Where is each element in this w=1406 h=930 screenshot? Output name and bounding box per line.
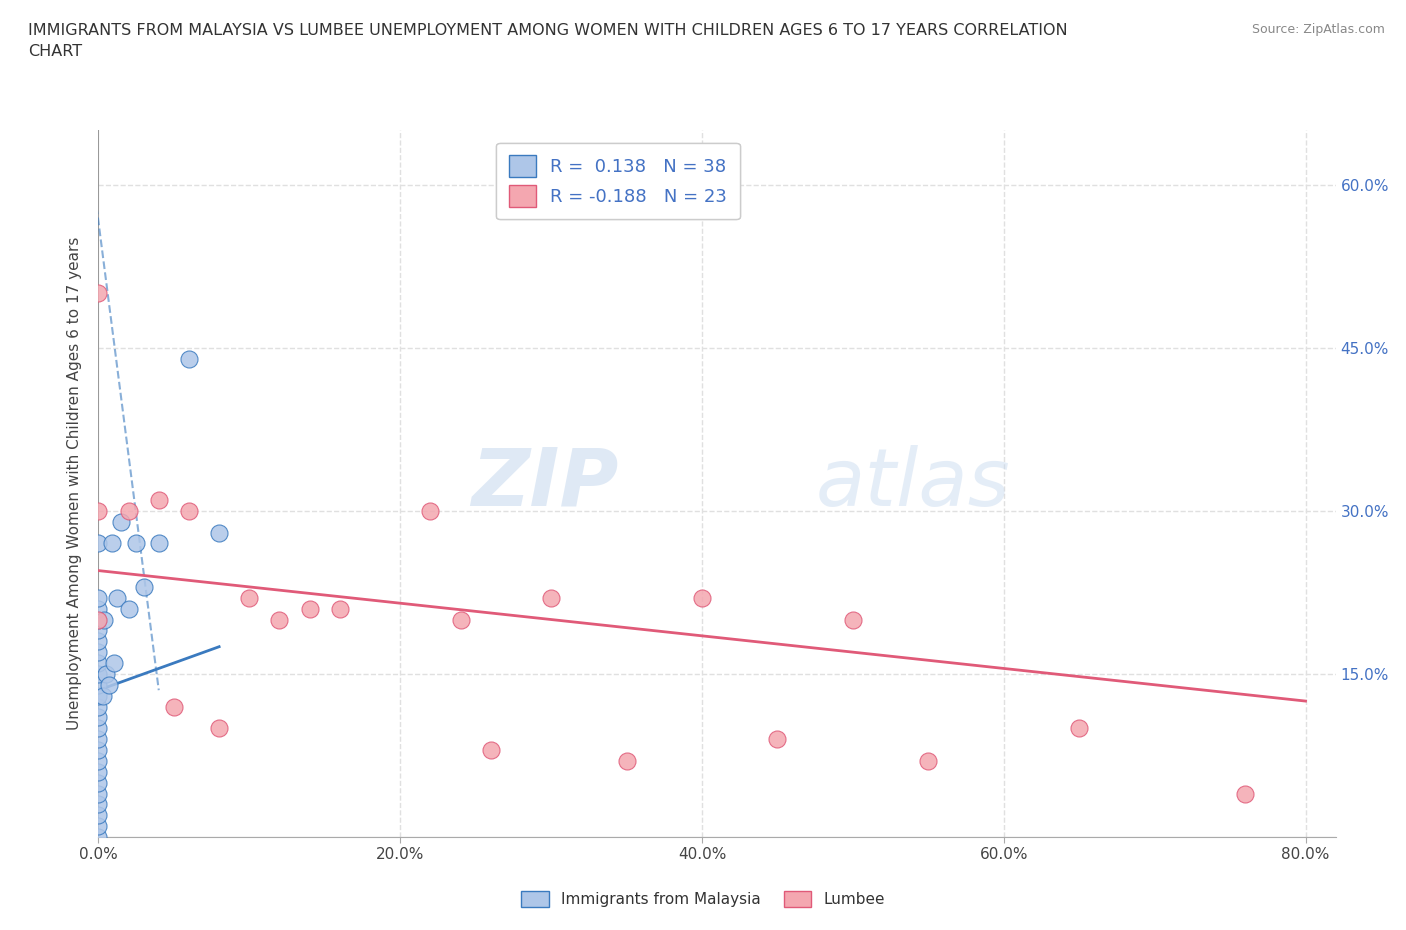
Legend: R =  0.138   N = 38, R = -0.188   N = 23: R = 0.138 N = 38, R = -0.188 N = 23 [496, 143, 740, 219]
Point [87, 797, 110, 812]
Legend: Immigrants from Malaysia, Lumbee: Immigrants from Malaysia, Lumbee [515, 884, 891, 913]
Point [87, 699, 110, 714]
Point [690, 591, 713, 605]
Point [87, 776, 110, 790]
Point [766, 732, 789, 747]
Point [94, 667, 117, 682]
Point [87, 601, 110, 616]
Point [87, 591, 110, 605]
Point [87, 764, 110, 779]
Point [329, 601, 352, 616]
Point [148, 536, 170, 551]
Point [1069, 721, 1091, 736]
Point [117, 503, 139, 518]
Point [616, 753, 638, 768]
Point [298, 601, 321, 616]
Point [87, 644, 110, 659]
Point [87, 286, 110, 300]
Point [98, 677, 121, 692]
Point [87, 503, 110, 518]
Point [87, 634, 110, 649]
Point [87, 536, 110, 551]
Point [238, 591, 260, 605]
Point [91, 688, 114, 703]
Point [87, 753, 110, 768]
Point [110, 514, 132, 529]
Point [87, 656, 110, 671]
Point [842, 612, 865, 627]
Point [419, 503, 441, 518]
Y-axis label: Unemployment Among Women with Children Ages 6 to 17 years: Unemployment Among Women with Children A… [67, 237, 83, 730]
Point [103, 656, 125, 671]
Point [917, 753, 939, 768]
Point [208, 525, 231, 540]
Point [87, 786, 110, 801]
Point [177, 503, 200, 518]
Point [117, 601, 139, 616]
Point [540, 591, 562, 605]
Point [1234, 786, 1257, 801]
Point [101, 536, 124, 551]
Point [479, 742, 502, 757]
Point [87, 612, 110, 627]
Point [269, 612, 291, 627]
Point [87, 612, 110, 627]
Point [87, 732, 110, 747]
Point [87, 830, 110, 844]
Point [93, 612, 115, 627]
Point [208, 721, 231, 736]
Point [450, 612, 472, 627]
Point [87, 818, 110, 833]
Point [87, 688, 110, 703]
Point [87, 808, 110, 823]
Point [87, 677, 110, 692]
Text: IMMIGRANTS FROM MALAYSIA VS LUMBEE UNEMPLOYMENT AMONG WOMEN WITH CHILDREN AGES 6: IMMIGRANTS FROM MALAYSIA VS LUMBEE UNEMP… [28, 23, 1067, 60]
Text: ZIP: ZIP [471, 445, 619, 523]
Point [105, 591, 128, 605]
Point [87, 667, 110, 682]
Point [132, 579, 155, 594]
Point [177, 352, 200, 366]
Point [148, 493, 170, 508]
Point [125, 536, 148, 551]
Point [87, 721, 110, 736]
Point [87, 623, 110, 638]
Text: atlas: atlas [815, 445, 1011, 523]
Point [87, 710, 110, 724]
Text: Source: ZipAtlas.com: Source: ZipAtlas.com [1251, 23, 1385, 36]
Point [87, 742, 110, 757]
Point [163, 699, 186, 714]
